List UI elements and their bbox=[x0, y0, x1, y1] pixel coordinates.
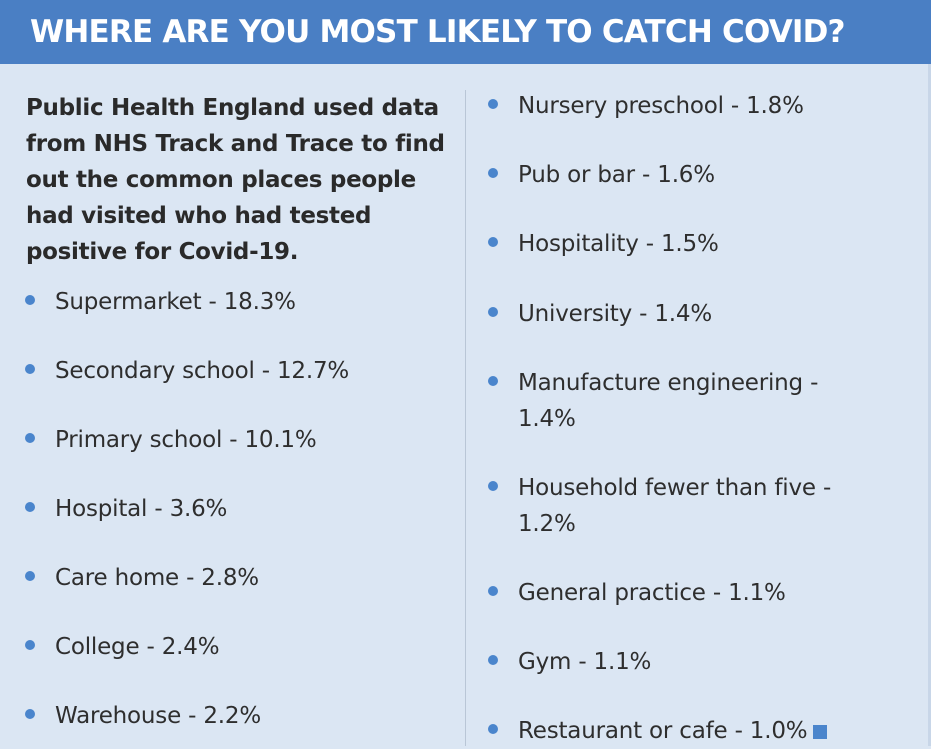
list-item-label: Gym - 1.1% bbox=[518, 649, 652, 675]
bullet-icon bbox=[488, 481, 498, 491]
page-title: WHERE ARE YOU MOST LIKELY TO CATCH COVID… bbox=[30, 14, 846, 50]
title-banner: WHERE ARE YOU MOST LIKELY TO CATCH COVID… bbox=[0, 0, 931, 64]
list-item-label: Supermarket - 18.3% bbox=[55, 289, 296, 315]
list-item: College - 2.4% bbox=[25, 629, 455, 665]
list-item-label: College - 2.4% bbox=[55, 634, 220, 660]
list-item-label: Restaurant or cafe - 1.0% bbox=[518, 713, 918, 749]
list-item-label: Warehouse - 2.2% bbox=[55, 703, 261, 729]
bullet-icon bbox=[488, 724, 498, 734]
list-item-label: Household fewer than five - 1.2% bbox=[518, 475, 832, 537]
list-item-label: Nursery preschool - 1.8% bbox=[518, 93, 804, 119]
intro-paragraph: Public Health England used data from NHS… bbox=[26, 95, 445, 265]
list-item: Household fewer than five - 1.2% bbox=[488, 470, 888, 542]
list-item: Pub or bar - 1.6% bbox=[488, 157, 918, 193]
list-item: Primary school - 10.1% bbox=[25, 422, 455, 458]
list-item-label: Hospitality - 1.5% bbox=[518, 231, 719, 257]
list-item: Restaurant or cafe - 1.0% bbox=[488, 713, 918, 749]
list-item: Gym - 1.1% bbox=[488, 644, 918, 680]
list-item: Warehouse - 2.2% bbox=[25, 698, 455, 734]
list-item: Supermarket - 18.3% bbox=[25, 284, 455, 320]
list-item-label: Secondary school - 12.7% bbox=[55, 358, 350, 384]
list-item-label: Pub or bar - 1.6% bbox=[518, 162, 715, 188]
list-item: Manufacture engineering - 1.4% bbox=[488, 365, 878, 437]
list-item: General practice - 1.1% bbox=[488, 575, 918, 611]
list-item: Nursery preschool - 1.8% bbox=[488, 88, 918, 124]
bullet-icon bbox=[25, 571, 35, 581]
list-item-label: General practice - 1.1% bbox=[518, 580, 786, 606]
list-item: Hospital - 3.6% bbox=[25, 491, 455, 527]
bullet-icon bbox=[488, 99, 498, 109]
column-divider bbox=[465, 90, 466, 746]
bullet-icon bbox=[488, 655, 498, 665]
list-item-label: Primary school - 10.1% bbox=[55, 427, 317, 453]
list-item: University - 1.4% bbox=[488, 296, 918, 332]
list-item: Hospitality - 1.5% bbox=[488, 226, 918, 262]
list-item: Care home - 2.8% bbox=[25, 560, 455, 596]
list-item: Secondary school - 12.7% bbox=[25, 353, 455, 389]
panel-edge bbox=[928, 64, 931, 746]
list-item-label: Manufacture engineering - 1.4% bbox=[518, 370, 819, 432]
bullet-icon bbox=[25, 640, 35, 650]
bullet-icon bbox=[488, 168, 498, 178]
bullet-icon bbox=[488, 307, 498, 317]
bullet-icon bbox=[25, 295, 35, 305]
list-item-text: Restaurant or cafe - 1.0% bbox=[518, 718, 808, 744]
bullet-icon bbox=[488, 586, 498, 596]
bullet-icon bbox=[25, 709, 35, 719]
list-item-label: Care home - 2.8% bbox=[55, 565, 259, 591]
bullet-icon bbox=[25, 433, 35, 443]
bullet-icon bbox=[25, 364, 35, 374]
bullet-icon bbox=[488, 237, 498, 247]
bullet-icon bbox=[488, 376, 498, 386]
end-mark-icon bbox=[813, 725, 828, 739]
list-item-label: University - 1.4% bbox=[518, 301, 712, 327]
list-item-label: Hospital - 3.6% bbox=[55, 496, 228, 522]
bullet-icon bbox=[25, 502, 35, 512]
